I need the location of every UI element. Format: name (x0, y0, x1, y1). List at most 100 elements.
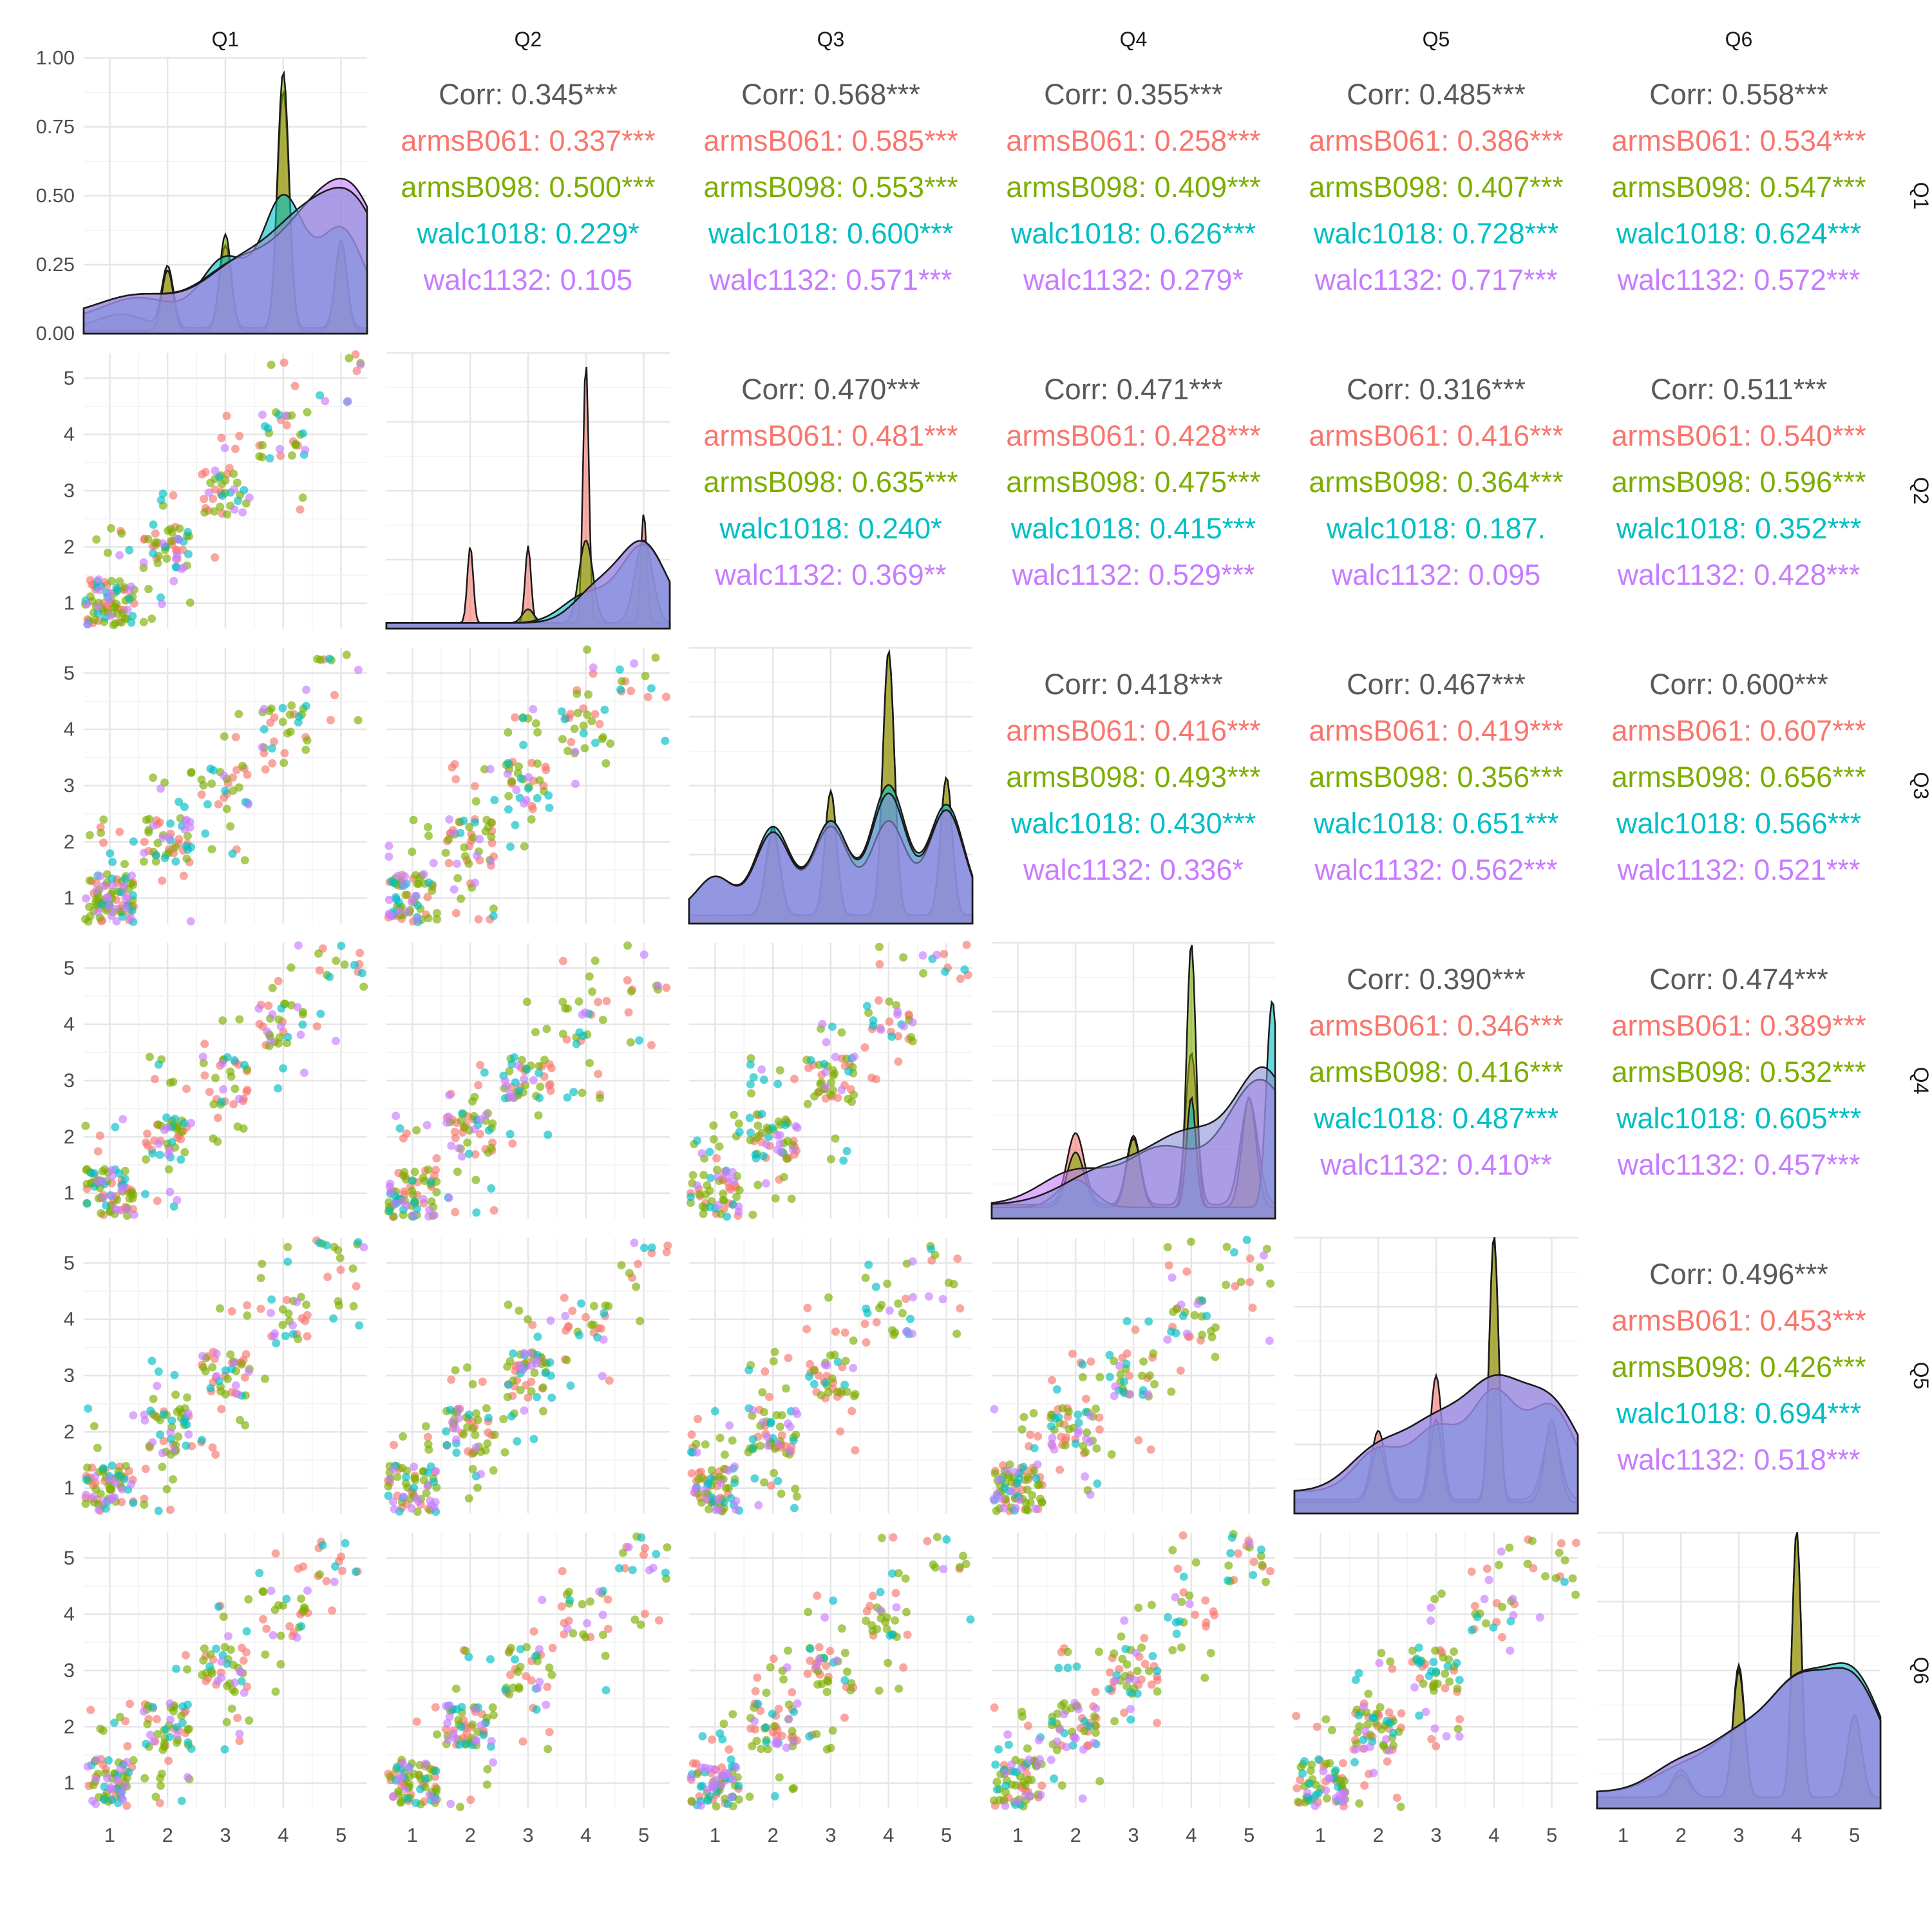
scatter-point (407, 1504, 416, 1513)
scatter-point (1265, 1336, 1274, 1345)
corr-label: Corr: 0.474*** (1649, 963, 1828, 996)
scatter-point (1115, 1665, 1124, 1674)
scatter-point (284, 1309, 293, 1318)
scatter-point (477, 1721, 486, 1730)
scatter-point (822, 1037, 831, 1046)
scatter-point (199, 1656, 208, 1665)
scatter-point (752, 1736, 761, 1745)
scatter-point (864, 1009, 873, 1018)
x-tick-label: 4 (580, 1824, 591, 1846)
scatter-point (233, 497, 242, 506)
scatter-point (115, 1712, 124, 1721)
scatter-point (170, 1370, 179, 1379)
scatter-point (471, 1430, 480, 1439)
scatter-point (298, 1010, 307, 1019)
scatter-point (545, 803, 554, 812)
scatter-point (471, 1736, 480, 1745)
scatter-point (171, 857, 180, 866)
scatter-point (230, 1678, 239, 1687)
scatter-point (779, 1675, 788, 1684)
scatter-point (475, 1130, 484, 1139)
y-tick-label: 2 (64, 1715, 75, 1738)
x-tick-label: 4 (1488, 1824, 1499, 1846)
corr-label: armsB098: 0.416*** (1309, 1056, 1563, 1088)
scatter-point (444, 858, 453, 867)
scatter-point (1036, 1494, 1045, 1503)
scatter-point (762, 1738, 771, 1747)
scatter-point (647, 1243, 656, 1252)
scatter-point (1169, 1307, 1178, 1316)
scatter-point (233, 1714, 242, 1723)
scatter-point (93, 609, 102, 618)
scatter-point (149, 1394, 158, 1403)
scatter-point (847, 1679, 856, 1688)
x-tick-label: 4 (883, 1824, 894, 1846)
scatter-point (430, 1477, 439, 1486)
scatter-point (942, 1535, 951, 1544)
scatter-point (386, 1474, 395, 1483)
scatter-point (1385, 1708, 1394, 1717)
scatter-point (384, 1482, 393, 1491)
scatter-point (408, 1190, 417, 1199)
scatter-point (482, 1404, 491, 1413)
scatter-point (533, 1684, 542, 1692)
scatter-point (217, 433, 226, 442)
scatter-point (153, 1381, 162, 1390)
scatter-point (705, 1186, 714, 1195)
scatter-point (824, 1388, 833, 1397)
scatter-point (538, 1595, 547, 1604)
scatter-point (1003, 1730, 1012, 1739)
scatter-point (187, 768, 196, 777)
scatter-point (86, 1705, 95, 1714)
scatter-point (518, 714, 527, 723)
scatter-point (431, 1166, 440, 1175)
scatter-point (762, 1140, 771, 1149)
scatter-point (164, 1756, 173, 1765)
scatter-point (151, 1792, 160, 1801)
scatter-point (211, 1074, 220, 1083)
scatter-point (1467, 1567, 1476, 1576)
scatter-point (1555, 1548, 1564, 1557)
scatter-point (355, 1321, 364, 1330)
scatter-point (640, 1609, 649, 1618)
scatter-point (1383, 1757, 1392, 1766)
scatter-point (1497, 1547, 1506, 1556)
scatter-point (351, 1567, 360, 1576)
scatter-point (175, 797, 184, 806)
scatter-point (226, 1645, 235, 1654)
corr-label: walc1018: 0.352*** (1616, 512, 1861, 545)
scatter-point (574, 997, 583, 1006)
scatter-point (728, 1436, 737, 1445)
scatter-point (200, 1071, 209, 1080)
scatter-point (596, 1094, 605, 1103)
scatter-point (1132, 1648, 1141, 1657)
scatter-point (506, 1130, 515, 1139)
scatter-point (1026, 1498, 1035, 1507)
scatter-point (784, 1354, 793, 1363)
scatter-point (511, 820, 520, 829)
x-tick-label: 2 (1070, 1824, 1081, 1846)
scatter-point (1153, 1687, 1162, 1696)
scatter-point (180, 1148, 189, 1157)
scatter-point (118, 1795, 128, 1804)
scatter-point (885, 1306, 894, 1315)
panel-Q1-Q2: Corr: 0.345***armsB061: 0.337***armsB098… (401, 78, 655, 296)
scatter-point (508, 1139, 517, 1148)
scatter-point (562, 1356, 571, 1365)
scatter-point (121, 1462, 130, 1470)
scatter-point (342, 650, 351, 659)
scatter-point (824, 1293, 833, 1302)
scatter-point (410, 1483, 419, 1492)
scatter-point (166, 1699, 175, 1708)
scatter-point (933, 1533, 942, 1542)
scatter-point (1095, 1777, 1104, 1786)
scatter-point (758, 1388, 767, 1397)
panel-Q2-Q6: Corr: 0.511***armsB061: 0.540***armsB098… (1611, 373, 1866, 591)
scatter-point (1242, 1235, 1251, 1244)
x-tick-label: 3 (1430, 1824, 1441, 1846)
scatter-point (128, 1194, 137, 1203)
scatter-point (484, 1148, 493, 1157)
panels: Corr: 0.345***armsB061: 0.337***armsB098… (80, 57, 1882, 1812)
scatter-point (154, 1060, 163, 1069)
scatter-point (535, 1061, 544, 1070)
